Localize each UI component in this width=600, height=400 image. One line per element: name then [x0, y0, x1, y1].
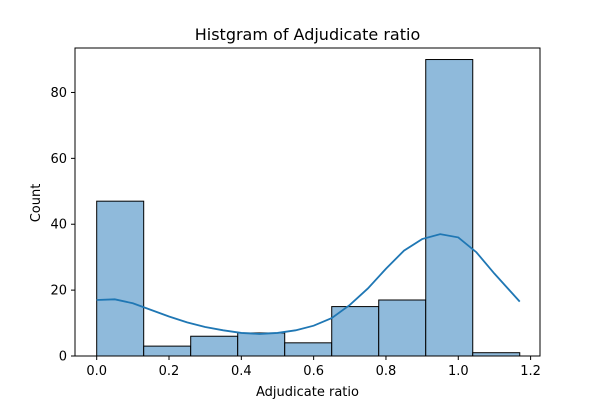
x-tick-label-4: 0.8: [376, 364, 397, 379]
plot-frame: [74, 47, 541, 357]
x-tick-label-3: 0.6: [303, 364, 324, 379]
histogram-bar-7: [425, 59, 474, 357]
x-tick-label-2: 0.4: [231, 364, 252, 379]
y-tick-label-4: 80: [50, 86, 67, 101]
histogram-bar-6: [378, 299, 427, 357]
histogram-bar-2: [190, 335, 239, 357]
x-axis-ticks: 0.0 0.2 0.4 0.6 0.8 1.0 1.2: [86, 356, 541, 379]
histogram-bar-4: [284, 342, 333, 357]
x-axis-label: Adjudicate ratio: [256, 385, 359, 400]
x-tick-label-1: 0.2: [159, 364, 180, 379]
histogram-bar-3: [237, 332, 286, 357]
histogram-bar-1: [143, 345, 192, 357]
y-tick-label-3: 60: [50, 152, 67, 167]
histogram-bar-0: [96, 200, 145, 357]
x-tick-label-0: 0.0: [86, 364, 107, 379]
y-axis-label: Count: [29, 184, 44, 223]
kde-line: [96, 233, 521, 335]
y-tick-label-2: 40: [50, 218, 67, 233]
y-tick-label-1: 20: [50, 284, 67, 299]
y-axis-ticks: 0 20 40 60 80: [50, 86, 75, 365]
x-tick-label-6: 1.2: [520, 364, 541, 379]
x-tick-label-5: 1.0: [448, 364, 469, 379]
y-tick-label-0: 0: [59, 350, 67, 365]
bars-group: [96, 59, 521, 357]
chart-title: Histgram of Adjudicate ratio: [195, 25, 421, 44]
histogram-bar-5: [331, 306, 380, 357]
